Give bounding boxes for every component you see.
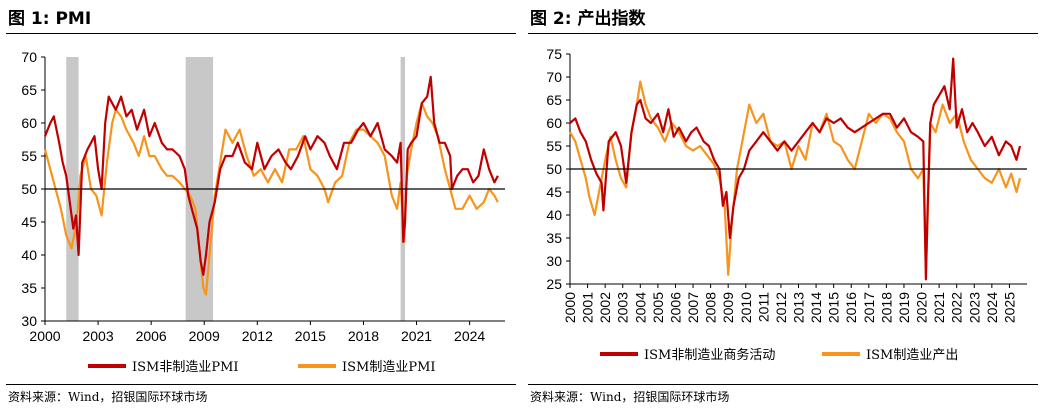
x-tick-label: 2000 — [29, 328, 60, 344]
y-tick-label: 75 — [546, 46, 562, 62]
x-tick-label: 2000 — [562, 292, 578, 323]
x-tick-label: 2015 — [295, 328, 326, 344]
y-tick-label: 55 — [21, 148, 37, 164]
chart-title: 图 2: 产出指数 — [530, 9, 646, 29]
y-tick-label: 65 — [546, 92, 562, 108]
x-tick-label: 2007 — [685, 292, 701, 323]
legend-label: ISM制造业产出 — [866, 348, 958, 363]
y-tick-label: 45 — [546, 184, 562, 200]
x-tick-label: 2014 — [808, 292, 824, 323]
y-tick-label: 50 — [546, 161, 562, 177]
x-tick-label: 2002 — [597, 292, 613, 323]
y-tick-label: 40 — [546, 207, 562, 223]
y-tick-label: 30 — [546, 253, 562, 269]
series-line-2 — [569, 80, 1022, 276]
y-tick-label: 35 — [21, 280, 37, 296]
x-tick-label: 2011 — [755, 292, 771, 322]
y-tick-label: 40 — [21, 247, 37, 263]
x-tick-label: 2009 — [189, 328, 220, 344]
x-tick-label: 2010 — [738, 292, 754, 323]
x-tick-label: 2023 — [966, 292, 982, 323]
source-divider — [528, 384, 1038, 385]
title-divider — [6, 33, 516, 34]
y-tick-label: 30 — [21, 313, 37, 329]
x-tick-label: 2022 — [949, 292, 965, 323]
x-tick-label: 2009 — [720, 292, 736, 323]
x-tick-label: 2006 — [667, 292, 683, 323]
y-tick-label: 65 — [21, 82, 37, 98]
x-tick-label: 2020 — [914, 292, 930, 323]
x-tick-label: 2018 — [348, 328, 379, 344]
x-tick-label: 2004 — [632, 292, 648, 323]
source-note: 资料来源：Wind，招银国际环球市场 — [8, 390, 208, 404]
x-tick-label: 2024 — [984, 292, 1000, 323]
x-tick-label: 2006 — [136, 328, 167, 344]
x-tick-label: 2015 — [826, 292, 842, 323]
series-line-1 — [43, 75, 499, 276]
y-tick-label: 35 — [546, 230, 562, 246]
series-line-1 — [569, 57, 1022, 281]
source-note: 资料来源：Wind，招银国际环球市场 — [530, 390, 730, 404]
x-tick-label: 2021 — [931, 292, 947, 323]
y-tick-label: 60 — [21, 115, 37, 131]
x-tick-label: 2017 — [861, 292, 877, 323]
x-tick-label: 2001 — [580, 292, 596, 323]
x-tick-label: 2013 — [791, 292, 807, 323]
legend-label: ISM非制造业商务活动 — [644, 347, 775, 363]
legend-label: ISM非制造业PMI — [132, 360, 239, 375]
y-tick-label: 55 — [546, 138, 562, 154]
title-divider — [528, 33, 1038, 34]
x-tick-label: 2016 — [843, 292, 859, 323]
y-tick-label: 45 — [21, 214, 37, 230]
y-tick-label: 60 — [546, 115, 562, 131]
legend-label: ISM制造业PMI — [342, 360, 436, 375]
x-tick-label: 2025 — [1001, 292, 1017, 323]
y-tick-label: 70 — [546, 69, 562, 85]
x-tick-label: 2024 — [454, 328, 485, 344]
x-tick-label: 2008 — [703, 292, 719, 323]
x-tick-label: 2003 — [82, 328, 113, 344]
pmi-chart-panel: 图 1: PMI 30 35 40 45 50 55 60 65 70 2000 2003 2006 2… — [6, 9, 516, 404]
chart-title: 图 1: PMI — [8, 9, 92, 29]
output-index-chart-panel: 图 2: 产出指数 25 30 35 40 45 50 55 60 65 70 75 2000 2001… — [522, 0, 1044, 414]
pmi-chart: 30 35 40 45 50 55 60 65 70 2000 2003 2006 2009 2012 20… — [21, 49, 505, 375]
x-tick-label: 2021 — [401, 328, 432, 344]
x-tick-label: 2019 — [896, 292, 912, 323]
y-tick-label: 50 — [21, 181, 37, 197]
y-tick-label: 70 — [21, 49, 37, 65]
x-tick-label: 2003 — [615, 292, 631, 323]
x-tick-label: 2005 — [650, 292, 666, 323]
x-tick-label: 2018 — [878, 292, 894, 323]
x-tick-label: 2012 — [773, 292, 789, 323]
y-tick-label: 25 — [546, 276, 562, 292]
source-divider — [6, 384, 516, 385]
x-tick-label: 2012 — [242, 328, 273, 344]
series-line-2 — [43, 102, 499, 296]
